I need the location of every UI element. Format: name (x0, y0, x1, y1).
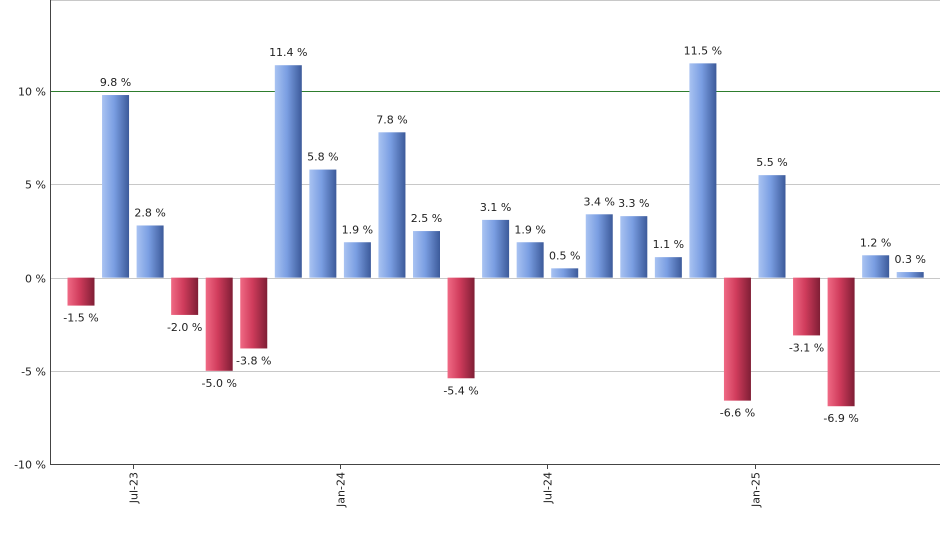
data-label: 3.3 % (618, 197, 649, 210)
bar (136, 225, 164, 278)
y-tick-label: 5 % (25, 179, 46, 192)
x-tick-label: Jul-24 (542, 472, 555, 504)
data-label: 9.8 % (100, 76, 131, 89)
bar (447, 277, 475, 379)
data-label: 3.1 % (480, 201, 511, 214)
bar (67, 277, 95, 306)
bar (240, 277, 268, 349)
bar (378, 132, 406, 278)
data-label: 11.4 % (269, 46, 307, 59)
y-tick-label: 0 % (25, 273, 46, 286)
x-tick-label: Jan-24 (335, 472, 348, 508)
y-tick-label: -10 % (14, 459, 46, 472)
bars (67, 63, 924, 407)
axes: -10 % -5 % 0 % 5 % 10 % Jul-23 Jan-24 Jul-24 Jan… (14, 0, 940, 508)
data-label: -3.1 % (789, 341, 824, 354)
data-label: 1.2 % (860, 236, 891, 249)
data-label: -6.6 % (720, 407, 755, 420)
data-label: -3.8 % (236, 354, 271, 367)
data-label: 0.5 % (549, 249, 580, 262)
bar (585, 214, 613, 278)
data-label: 1.1 % (653, 238, 684, 251)
data-label: 7.8 % (376, 113, 407, 126)
x-tick-label: Jul-23 (128, 472, 141, 504)
bar (862, 255, 890, 278)
bar (413, 231, 440, 278)
bar (274, 65, 302, 278)
bar (171, 277, 199, 315)
bar (793, 277, 821, 336)
data-label: 2.8 % (134, 206, 165, 219)
bar (723, 277, 751, 401)
x-tick-label: Jan-25 (750, 472, 763, 508)
value-labels: -1.5 % 9.8 % 2.8 % -2.0 % -5.0 %-3.8 % 11.4 %… (63, 44, 926, 425)
y-tick-label: -5 % (21, 366, 46, 379)
y-tick-label: 10 % (18, 86, 46, 99)
bar (551, 268, 579, 278)
data-label: 0.3 % (894, 253, 925, 266)
bar (758, 175, 786, 278)
data-label: -1.5 % (63, 312, 98, 325)
bar (205, 277, 233, 371)
bar (343, 242, 371, 278)
data-label: 5.8 % (307, 151, 338, 164)
bar (102, 95, 130, 278)
bar (309, 169, 337, 278)
bar (482, 219, 510, 278)
bar (620, 216, 648, 278)
bar (827, 277, 855, 407)
bar (654, 257, 682, 278)
data-label: -5.4 % (443, 384, 478, 397)
data-label: -6.9 % (823, 412, 858, 425)
data-label: 5.5 % (756, 156, 787, 169)
data-label: -5.0 % (201, 377, 236, 390)
bar (516, 242, 544, 278)
data-label: 11.5 % (684, 44, 722, 57)
data-label: 3.4 % (584, 195, 615, 208)
data-label: 1.9 % (514, 223, 545, 236)
bar (689, 63, 717, 278)
data-label: -2.0 % (167, 321, 202, 334)
data-label: 2.5 % (411, 212, 442, 225)
bar (896, 272, 924, 278)
data-label: 1.9 % (342, 223, 373, 236)
